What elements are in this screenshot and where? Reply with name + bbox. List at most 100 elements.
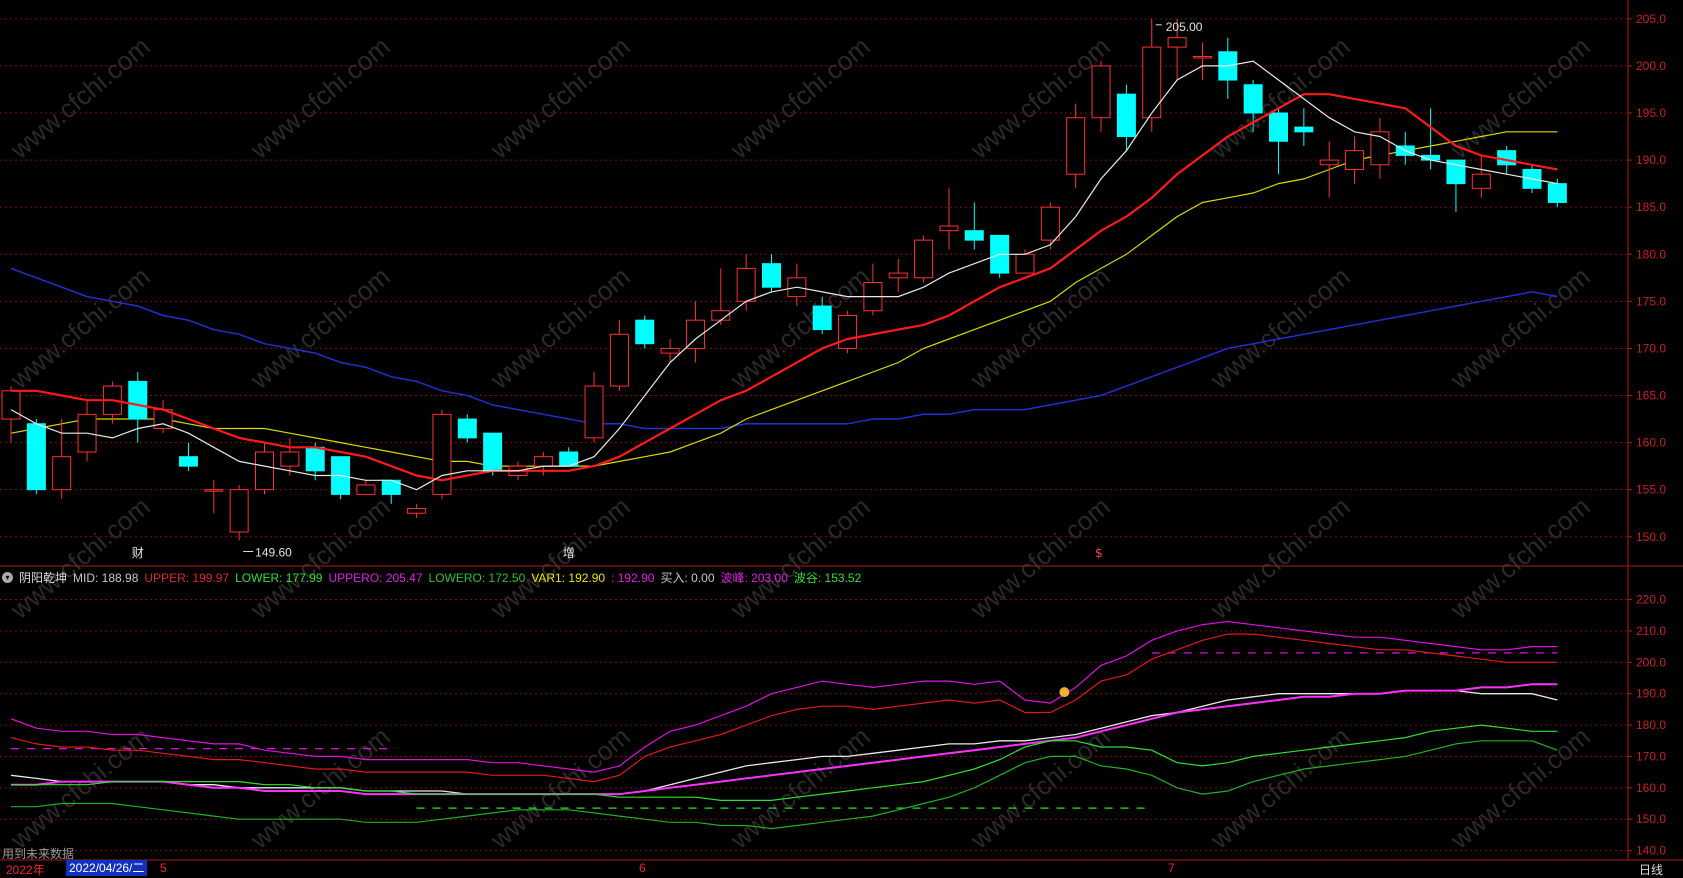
indicator-value: 波谷: 153.52: [793, 570, 862, 585]
y-tick-label: 180.0: [1636, 247, 1666, 261]
y-tick-label: 170.0: [1636, 749, 1666, 763]
candle-up: [609, 333, 629, 387]
candle-down: [812, 305, 832, 331]
series-line-mid: [10, 689, 1558, 795]
ma-line-yellow: [10, 131, 1558, 467]
candle-up: [939, 225, 959, 232]
y-tick-label: 220.0: [1636, 593, 1666, 607]
candle-up: [229, 489, 249, 533]
y-tick-label: 160.0: [1636, 781, 1666, 795]
candle-down: [762, 263, 781, 288]
event-marker: 财: [132, 546, 144, 560]
candle-down: [1116, 93, 1136, 138]
month-label: 5: [160, 861, 167, 875]
indicator-value: 波峰: 203.00: [720, 570, 788, 585]
y-tick-label: 140.0: [1636, 844, 1666, 858]
indicator-name[interactable]: 阴阳乾坤: [19, 570, 68, 585]
y-tick-label: 195.0: [1636, 106, 1666, 120]
candle-up: [1167, 37, 1187, 48]
candle-down: [483, 432, 503, 472]
candle-down: [1547, 183, 1567, 203]
candle-down: [128, 380, 148, 420]
watermark-text: www.cfchi.com: [1444, 31, 1596, 165]
candle-up: [888, 272, 908, 279]
candle-up: [280, 451, 300, 467]
y-tick-label: 160.0: [1636, 436, 1666, 450]
indicator-header: ▾ 阴阳乾坤 MID: 188.98 UPPER: 199.97 LOWER: 17…: [2, 568, 867, 586]
watermark-text: www.cfchi.com: [964, 261, 1116, 395]
watermark-text: www.cfchi.com: [1444, 491, 1596, 625]
candle-down: [457, 418, 477, 439]
candle-down: [635, 319, 655, 345]
ma-line-red: [11, 93, 1558, 482]
indicator-value: LOWERO: 172.50: [428, 570, 526, 585]
indicator-values: MID: 188.98 UPPER: 199.97 LOWER: 177.99 UPP…: [73, 569, 867, 586]
candle-up: [52, 456, 72, 491]
candle-down: [964, 230, 984, 241]
candle-up: [660, 347, 680, 354]
indicator-value: : 192.90: [611, 570, 655, 585]
event-marker: 增: [563, 546, 575, 560]
indicator-value: VAR1: 192.90: [531, 570, 606, 585]
candle-down: [1497, 150, 1517, 166]
candle-up: [1040, 206, 1060, 241]
indicator-value: 买入: 0.00: [660, 570, 715, 585]
y-tick-label: 175.0: [1636, 294, 1666, 308]
month-label: 6: [639, 861, 646, 875]
month-label: 7: [1168, 861, 1175, 875]
candle-up: [736, 267, 756, 302]
current-date-label: 2022/04/26/二: [66, 860, 148, 876]
low-price-label: 149.60: [255, 546, 292, 560]
y-tick-label: 150.0: [1636, 530, 1666, 544]
watermark-text: www.cfchi.com: [1204, 31, 1356, 165]
ma-line-white: [10, 60, 1558, 491]
event-marker: $: [1095, 546, 1103, 560]
buy-signal-icon: [1059, 687, 1070, 698]
y-tick-label: 200.0: [1636, 655, 1666, 669]
watermark-text: www.cfchi.com: [1204, 491, 1356, 625]
year-label: 2022年: [6, 863, 45, 877]
candle-down: [26, 423, 46, 491]
time-axis-footer: 2022年 2022/04/26/二 5 6 7 日线: [0, 860, 1683, 877]
y-tick-label: 210.0: [1636, 624, 1666, 638]
candle-up: [533, 456, 553, 467]
y-tick-label: 155.0: [1636, 483, 1666, 497]
watermark-text: www.cfchi.com: [484, 491, 636, 625]
watermark-text: www.cfchi.com: [4, 261, 156, 395]
indicator-value: LOWER: 177.99: [235, 570, 323, 585]
candle-down: [1269, 112, 1288, 142]
y-tick-label: 200.0: [1636, 59, 1666, 73]
collapse-icon[interactable]: ▾: [2, 571, 13, 583]
candle-up: [255, 451, 274, 491]
candle-up: [1192, 56, 1212, 59]
series-line-var1: [11, 683, 1558, 796]
candle-up: [432, 413, 452, 495]
y-tick-label: 180.0: [1636, 718, 1666, 732]
watermark-text: www.cfchi.com: [4, 31, 156, 165]
y-tick-label: 190.0: [1636, 153, 1666, 167]
ma-line-blue: [10, 267, 1558, 430]
candle-down: [178, 456, 198, 467]
watermark-text: www.cfchi.com: [724, 31, 876, 165]
indicator-value: UPPERO: 205.47: [328, 570, 423, 585]
candle-up: [407, 508, 427, 514]
watermark-text: www.cfchi.com: [244, 261, 396, 395]
series-line-lower: [11, 724, 1558, 801]
watermark-text: www.cfchi.com: [964, 491, 1116, 625]
series-line-lowero: [11, 740, 1558, 830]
candle-up: [1345, 150, 1365, 171]
future-data-note: 用到未来数据: [2, 847, 75, 861]
indicator-value: MID: 188.98: [73, 570, 139, 585]
series-line-uppero: [10, 620, 1558, 773]
candle-up: [914, 239, 934, 279]
candle-up: [1, 390, 21, 420]
candle-up: [838, 314, 858, 349]
candle-up: [1091, 65, 1111, 119]
watermark-text: www.cfchi.com: [244, 31, 396, 165]
indicator-value: UPPER: 199.97: [144, 570, 230, 585]
candle-down: [1243, 84, 1263, 114]
candle-up: [1015, 253, 1035, 274]
candle-up: [1066, 117, 1086, 175]
period-mode-button[interactable]: 日线: [1638, 863, 1663, 877]
